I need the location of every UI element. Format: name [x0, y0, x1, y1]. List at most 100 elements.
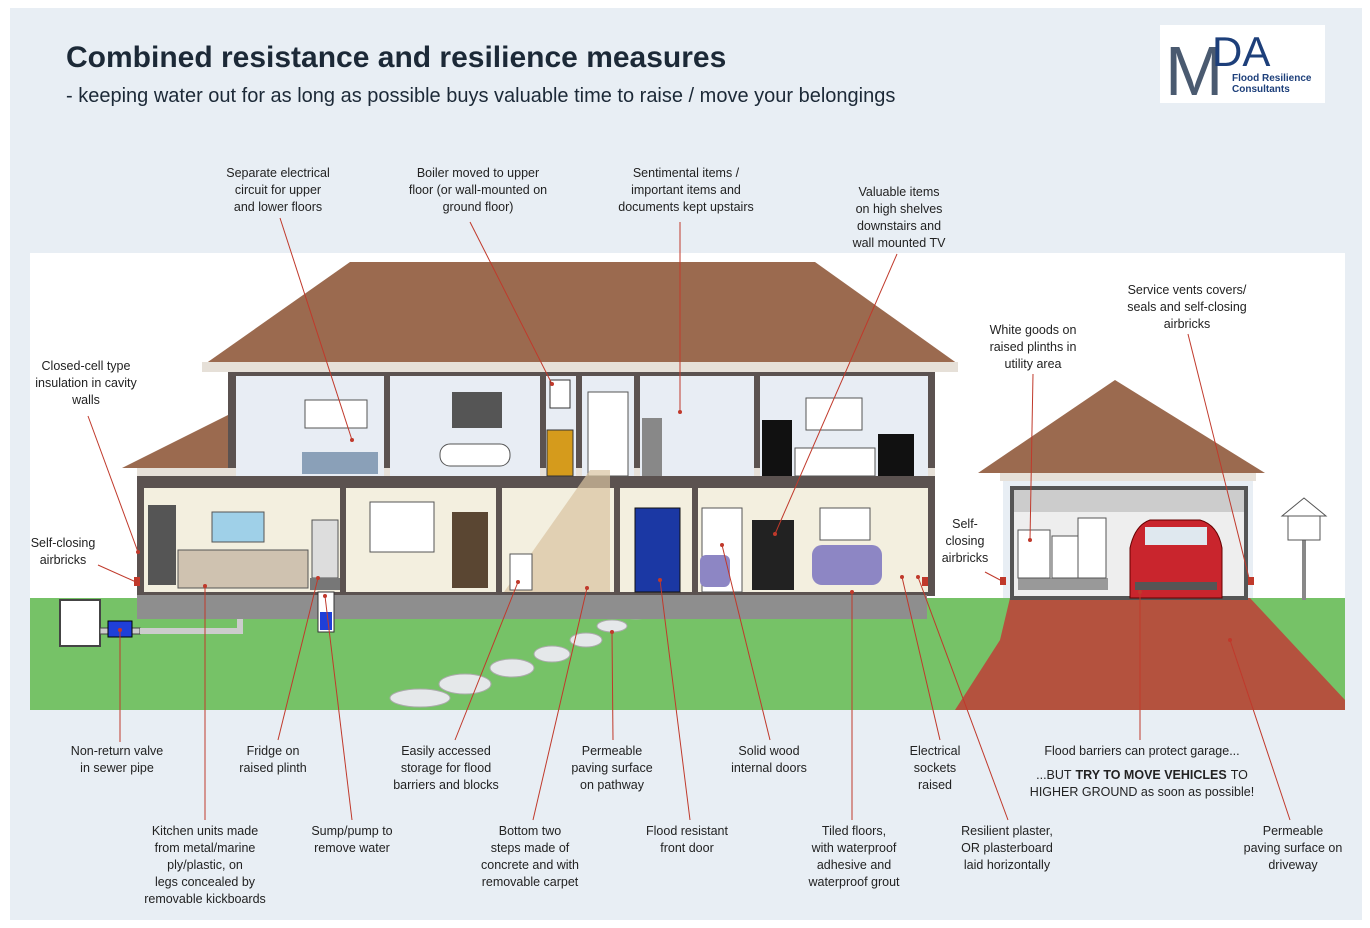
label-line: seals and self-closing: [1127, 300, 1247, 314]
note-text: TO: [1231, 768, 1248, 782]
leader-dot: [1000, 579, 1004, 583]
label-line: White goods on: [990, 323, 1077, 337]
label-line: wall mounted TV: [852, 236, 947, 250]
note-text: ...BUT: [1036, 768, 1072, 782]
label-line: ply/plastic, on: [167, 858, 243, 872]
label-line: front door: [660, 841, 714, 855]
leader-dot: [323, 594, 327, 598]
label-line: insulation in cavity: [35, 376, 137, 390]
logo-line: Consultants: [1232, 84, 1290, 95]
label-line: Electrical: [910, 744, 961, 758]
note-bold: TRY TO MOVE VEHICLES: [1076, 768, 1227, 782]
label-line: Sentimental items /: [633, 166, 740, 180]
label-line: paving surface on: [1244, 841, 1343, 855]
label-line: Service vents covers/: [1128, 283, 1247, 297]
label-line: removable carpet: [482, 875, 579, 889]
leader-dot: [118, 628, 122, 632]
label-line: Self-: [952, 517, 978, 531]
label-line: on high shelves: [856, 202, 943, 216]
label-line: sockets: [914, 761, 956, 775]
label-line: walls: [71, 393, 100, 407]
leader-dot: [203, 584, 207, 588]
label-line: Permeable: [1263, 824, 1323, 838]
label-line: raised: [918, 778, 952, 792]
note-line: HIGHER GROUND as soon as possible!: [1030, 785, 1254, 799]
title: Combined resistance and resilience measu…: [66, 41, 726, 74]
infographic: Combined resistance and resilience measu…: [0, 0, 1370, 928]
label-line: utility area: [1005, 357, 1062, 371]
label-line: airbricks: [1164, 317, 1211, 331]
label-line: Boiler moved to upper: [417, 166, 539, 180]
subtitle: - keeping water out for as long as possi…: [66, 85, 895, 107]
leader-dot: [1248, 580, 1252, 584]
leader-dot: [610, 630, 614, 634]
label-line: internal doors: [731, 761, 807, 775]
leader-dot: [916, 575, 920, 579]
label-line: airbricks: [40, 553, 87, 567]
label-line: with waterproof: [811, 841, 897, 855]
leader-dot: [316, 576, 320, 580]
leader-dot: [900, 575, 904, 579]
label-line: Bottom two: [499, 824, 562, 838]
label-line: Separate electrical: [226, 166, 330, 180]
leader-dot: [658, 578, 662, 582]
label-line: raised plinths in: [990, 340, 1077, 354]
label-line: storage for flood: [401, 761, 491, 775]
label-line: ground floor): [443, 200, 514, 214]
label-line: steps made of: [491, 841, 570, 855]
label-line: on pathway: [580, 778, 645, 792]
label-line: Tiled floors,: [822, 824, 886, 838]
label-line: raised plinth: [239, 761, 306, 775]
label-line: Resilient plaster,: [961, 824, 1053, 838]
label-line: concrete and with: [481, 858, 579, 872]
label-line: floor (or wall-mounted on: [409, 183, 547, 197]
label-line: Permeable: [582, 744, 642, 758]
leader-dot: [585, 586, 589, 590]
label-line: Closed-cell type: [42, 359, 131, 373]
leader-dot: [134, 580, 138, 584]
label-line: driveway: [1268, 858, 1318, 872]
label-line: Sump/pump to: [311, 824, 392, 838]
label-line: downstairs and: [857, 219, 941, 233]
label-line: Easily accessed: [401, 744, 491, 758]
label-line: laid horizontally: [964, 858, 1051, 872]
label-line: Self-closing: [31, 536, 96, 550]
label-line: adhesive and: [817, 858, 891, 872]
label-line: Flood barriers can protect garage...: [1044, 744, 1239, 758]
label-line: in sewer pipe: [80, 761, 154, 775]
label-line: Non-return valve: [71, 744, 163, 758]
label-line: circuit for upper: [235, 183, 321, 197]
leader-dot: [136, 550, 140, 554]
leader-dot: [516, 580, 520, 584]
leader-dot: [1138, 590, 1142, 594]
label-line: waterproof grout: [807, 875, 900, 889]
logo-letters: DA: [1212, 28, 1270, 75]
scene: [30, 253, 1345, 710]
leader-dot: [720, 543, 724, 547]
label-line: Flood resistant: [646, 824, 729, 838]
label-line: Kitchen units made: [152, 824, 258, 838]
leader-dot: [350, 438, 354, 442]
label-line: from metal/marine: [155, 841, 256, 855]
label-line: documents kept upstairs: [618, 200, 754, 214]
label-line: Valuable items: [858, 185, 939, 199]
leader-dot: [1228, 638, 1232, 642]
label-line: and lower floors: [234, 200, 322, 214]
leader-dot: [773, 532, 777, 536]
label-line: paving surface: [571, 761, 652, 775]
leader-dot: [850, 590, 854, 594]
label-line: Solid wood: [738, 744, 799, 758]
label-line: Fridge on: [247, 744, 300, 758]
leader-dot: [1028, 538, 1032, 542]
logo-line: Flood Resilience: [1232, 73, 1312, 84]
label-line: important items and: [631, 183, 741, 197]
note-line: ...BUT TRY TO MOVE VEHICLES TO: [1036, 768, 1248, 782]
leader-dot: [550, 382, 554, 386]
logo: M DA Flood Resilience Consultants: [1160, 25, 1325, 110]
label-line: remove water: [314, 841, 390, 855]
label-line: closing: [946, 534, 985, 548]
label-line: airbricks: [942, 551, 989, 565]
label-line: removable kickboards: [144, 892, 266, 906]
leader-dot: [678, 410, 682, 414]
label-line: legs concealed by: [155, 875, 256, 889]
